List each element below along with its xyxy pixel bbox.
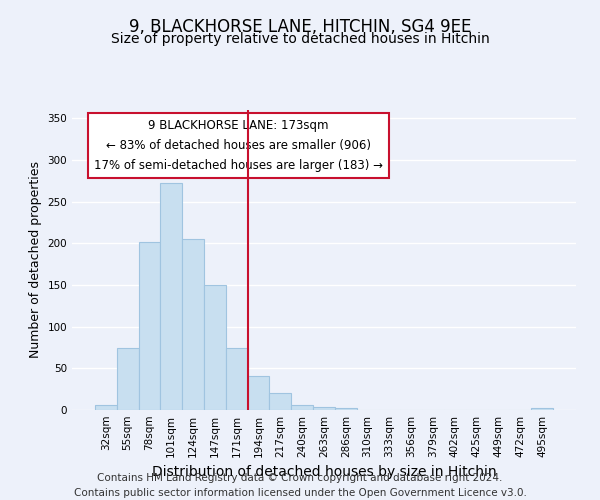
Text: Size of property relative to detached houses in Hitchin: Size of property relative to detached ho… <box>110 32 490 46</box>
Bar <box>204 285 226 410</box>
Bar <box>335 408 357 410</box>
Bar <box>313 406 335 410</box>
Bar <box>531 408 553 410</box>
Bar <box>95 405 117 410</box>
Bar <box>117 348 139 410</box>
Text: 9, BLACKHORSE LANE, HITCHIN, SG4 9EE: 9, BLACKHORSE LANE, HITCHIN, SG4 9EE <box>129 18 471 36</box>
Bar <box>248 376 269 410</box>
Bar <box>226 348 248 410</box>
Bar <box>160 184 182 410</box>
Text: 9 BLACKHORSE LANE: 173sqm
← 83% of detached houses are smaller (906)
17% of semi: 9 BLACKHORSE LANE: 173sqm ← 83% of detac… <box>94 119 383 172</box>
Bar <box>291 405 313 410</box>
Bar <box>269 392 291 410</box>
Text: Contains HM Land Registry data © Crown copyright and database right 2024.
Contai: Contains HM Land Registry data © Crown c… <box>74 472 526 498</box>
Bar <box>182 239 204 410</box>
X-axis label: Distribution of detached houses by size in Hitchin: Distribution of detached houses by size … <box>152 466 496 479</box>
Bar <box>139 242 160 410</box>
Y-axis label: Number of detached properties: Number of detached properties <box>29 162 42 358</box>
